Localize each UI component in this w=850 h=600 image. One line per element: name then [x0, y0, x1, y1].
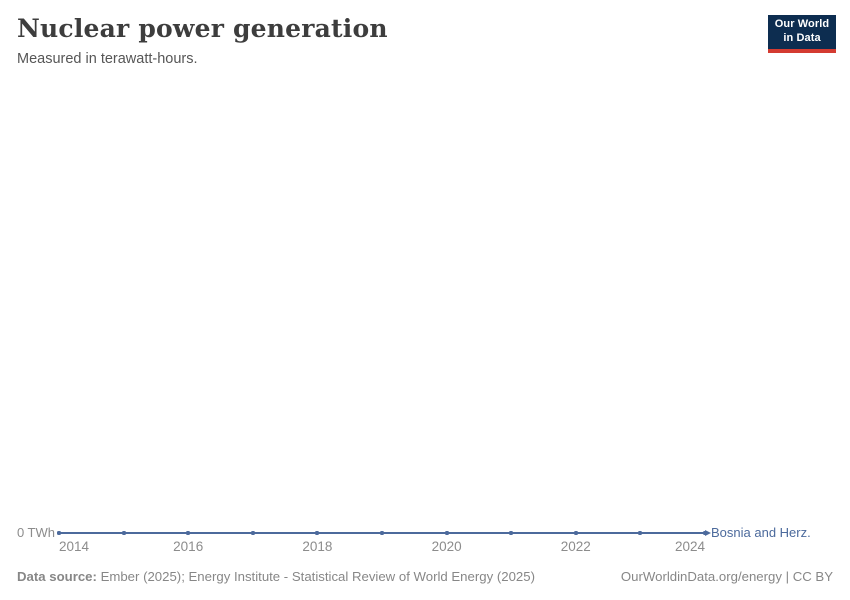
data-point-marker — [573, 531, 578, 535]
owid-logo-text-line1: Our World — [774, 18, 830, 31]
series-label[interactable]: Bosnia and Herz. — [711, 525, 811, 540]
chart-footer: Data source: Ember (2025); Energy Instit… — [17, 569, 833, 584]
line-arrowhead-icon — [705, 529, 711, 536]
x-axis-tick-label: 2014 — [59, 539, 90, 554]
x-axis-tick-label: 2024 — [674, 539, 705, 554]
owid-logo-text-line2: in Data — [783, 32, 821, 44]
data-point-marker — [57, 531, 61, 535]
page-title: Nuclear power generation — [17, 14, 388, 43]
data-source-text: Ember (2025); Energy Institute - Statist… — [100, 569, 535, 584]
y-axis-tick-label: 0 TWh — [16, 525, 55, 540]
page-subtitle: Measured in terawatt-hours. — [17, 51, 198, 67]
data-source-label: Data source: — [17, 569, 97, 584]
data-point-marker — [444, 531, 449, 535]
data-point-marker — [315, 531, 320, 535]
data-point-marker — [703, 531, 707, 535]
x-axis-tick-label: 2018 — [302, 539, 333, 554]
data-source-note: Data source: Ember (2025); Energy Instit… — [17, 569, 535, 584]
data-point-marker — [250, 531, 255, 535]
data-point-marker — [638, 531, 643, 535]
x-axis-tick-label: 2020 — [431, 539, 462, 554]
x-axis-tick-label: 2016 — [173, 539, 204, 554]
data-point-marker — [121, 531, 126, 535]
x-axis-tick-label: 2022 — [560, 539, 591, 554]
data-point-marker — [186, 531, 191, 535]
credit-link[interactable]: OurWorldinData.org/energy | CC BY — [620, 569, 833, 584]
data-point-marker — [380, 531, 384, 535]
owid-logo[interactable]: Our World in Data — [768, 15, 836, 53]
data-point-marker — [509, 531, 514, 535]
